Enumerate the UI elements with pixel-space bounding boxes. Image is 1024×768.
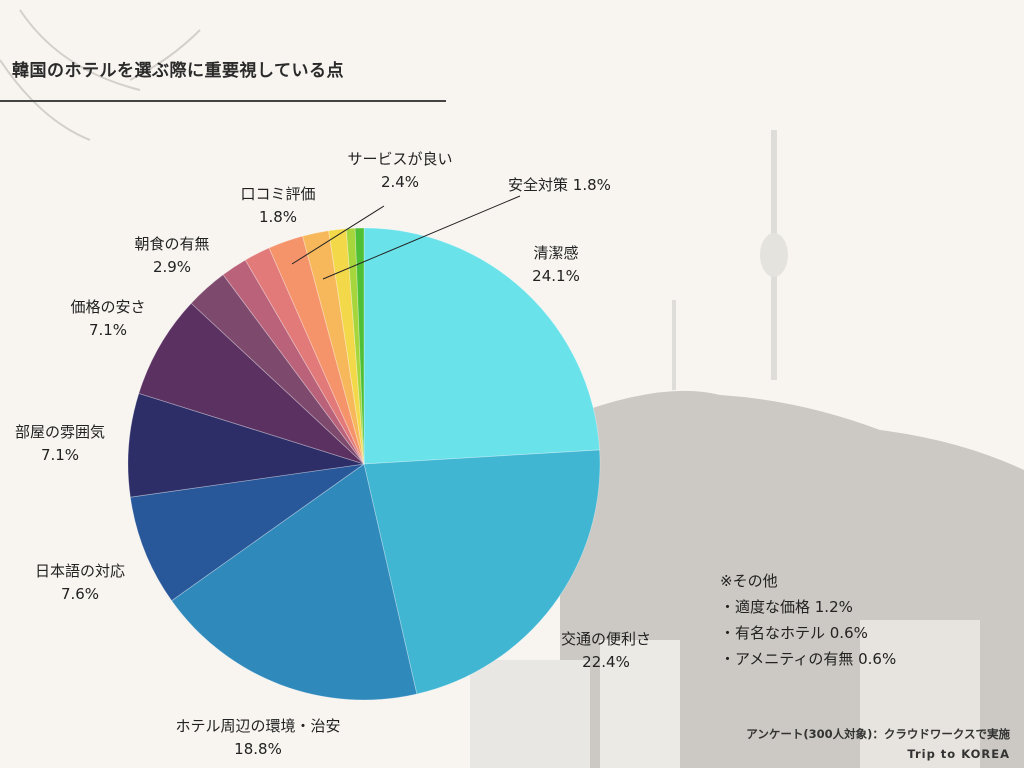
label-name: 口コミ評価 [240, 185, 316, 203]
label-value: 1.8% [572, 176, 611, 194]
pie-slice-8 [244, 247, 365, 465]
label-safety: 安全対策 1.8% [508, 174, 611, 197]
leader-line-safety [322, 195, 521, 280]
pie-slice-12 [345, 227, 365, 465]
label-environment: ホテル周辺の環境・治安 18.8% [175, 715, 340, 761]
label-name: 部屋の雰囲気 [14, 423, 106, 441]
others-item: ・有名なホテル 0.6% [720, 624, 868, 642]
label-room: 部屋の雰囲気 7.1% [15, 421, 105, 467]
leader-line-service [291, 205, 385, 265]
brand-name: Trip to KOREA [907, 747, 1010, 761]
label-service: サービスが良い 2.4% [347, 148, 452, 194]
label-reviews: 口コミ評価 1.8% [240, 183, 315, 229]
label-value: 7.1% [88, 321, 128, 339]
pie-slice-2 [171, 463, 418, 701]
label-value: 24.1% [532, 267, 580, 285]
label-cleanliness: 清潔感 24.1% [532, 242, 580, 288]
label-price: 価格の安さ 7.1% [70, 296, 145, 342]
pie-slice-10 [302, 230, 365, 465]
label-value: 22.4% [582, 653, 630, 671]
label-value: 1.8% [258, 208, 298, 226]
others-heading: ※その他 [720, 572, 778, 590]
chart-title: 韓国のホテルを選ぶ際に重要視している点 [12, 61, 344, 81]
others-note: ※その他 ・適度な価格 1.2% ・有名なホテル 0.6% ・アメニティの有無 … [720, 568, 896, 672]
title-divider [0, 100, 446, 102]
pie-slice-11 [328, 228, 365, 465]
label-value: 7.1% [40, 446, 80, 464]
label-transport: 交通の便利さ 22.4% [561, 628, 651, 674]
label-name: 朝食の有無 [134, 235, 210, 253]
label-name: ホテル周辺の環境・治安 [175, 717, 341, 735]
label-name: 価格の安さ [70, 298, 146, 316]
label-breakfast: 朝食の有無 2.9% [134, 233, 209, 279]
label-name: 交通の便利さ [560, 630, 652, 648]
pie-slice-7 [222, 259, 365, 465]
label-name: 安全対策 [508, 176, 569, 194]
pie-slice-5 [138, 302, 365, 465]
pie-slice-0 [363, 227, 601, 465]
pie-slice-9 [268, 235, 365, 465]
pie-slice-4 [127, 392, 365, 498]
others-item: ・アメニティの有無 0.6% [720, 650, 897, 668]
pie-slice-6 [190, 274, 365, 465]
label-name: 清潔感 [533, 244, 579, 262]
pie-slice-1 [363, 449, 601, 695]
label-name: サービスが良い [347, 150, 453, 168]
label-value: 2.4% [380, 173, 420, 191]
label-name: 日本語の対応 [34, 562, 126, 580]
pie-slice-13 [354, 227, 365, 465]
label-value: 7.6% [60, 585, 100, 603]
label-japanese: 日本語の対応 7.6% [35, 560, 125, 606]
credit: アンケート(300人対象)：クラウドワークスで実施 Trip to KOREA [746, 724, 1010, 764]
survey-source: アンケート(300人対象)：クラウドワークスで実施 [746, 727, 1010, 741]
label-value: 2.9% [152, 258, 192, 276]
label-value: 18.8% [234, 740, 282, 758]
others-item: ・適度な価格 1.2% [720, 598, 853, 616]
pie-slice-3 [129, 463, 365, 602]
